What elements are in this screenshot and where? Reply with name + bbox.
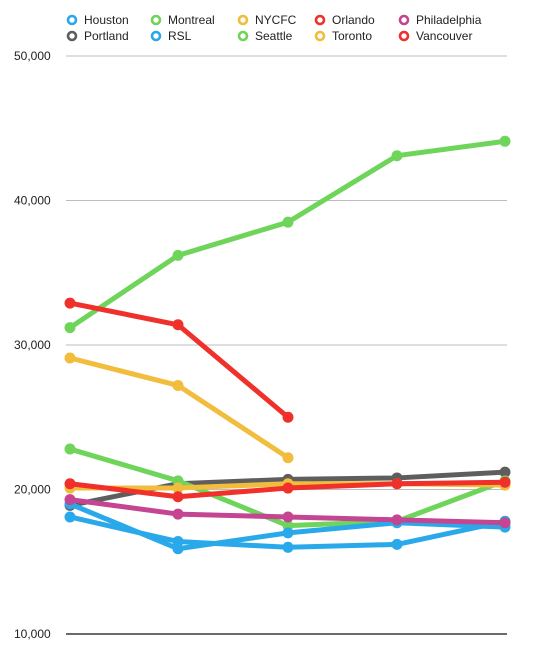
data-point-montreal-1: [64, 443, 76, 455]
legend-item-rsl: RSL: [150, 29, 192, 43]
legend-item-philadelphia: Philadelphia: [398, 13, 482, 27]
legend-item-seattle: Seattle: [237, 29, 293, 43]
data-point-houston-1: [64, 511, 76, 523]
y-tick-label-40000: 40,000: [14, 194, 51, 208]
legend-item-vancouver: Vancouver: [398, 29, 472, 43]
series-line-nycfc: [67, 355, 291, 461]
legend-marker-houston: [66, 14, 78, 26]
data-point-orlando-3: [282, 411, 294, 423]
data-point-vancouver-5: [499, 476, 511, 488]
data-point-portland-5: [499, 466, 511, 478]
data-point-philadelphia-4: [391, 514, 403, 526]
legend-label-nycfc: NYCFC: [255, 13, 297, 27]
legend-label-seattle: Seattle: [255, 29, 293, 43]
data-point-toronto-2: [172, 482, 184, 494]
series-lines: [64, 135, 511, 555]
data-point-rsl-2: [172, 543, 184, 555]
data-point-nycfc-1: [64, 352, 76, 364]
legend-label-philadelphia: Philadelphia: [416, 13, 482, 27]
data-point-philadelphia-3: [282, 511, 294, 523]
legend: Houston Portland Montreal RSL NYCFC Seattle Or…: [66, 13, 482, 43]
data-point-nycfc-2: [172, 379, 184, 391]
data-point-seattle-1: [64, 322, 76, 334]
y-tick-label-10000: 10,000: [14, 627, 51, 641]
legend-marker-philadelphia: [398, 14, 410, 26]
data-point-philadelphia-5: [499, 517, 511, 529]
data-point-seattle-4: [391, 150, 403, 162]
data-point-vancouver-4: [391, 478, 403, 490]
legend-marker-montreal: [150, 14, 162, 26]
legend-item-orlando: Orlando: [314, 13, 375, 27]
data-point-orlando-1: [64, 297, 76, 309]
data-point-orlando-2: [172, 319, 184, 331]
legend-item-houston: Houston: [66, 13, 129, 27]
legend-item-toronto: Toronto: [314, 29, 372, 43]
legend-marker-toronto: [314, 30, 326, 42]
data-point-vancouver-2: [172, 491, 184, 503]
legend-label-portland: Portland: [84, 29, 129, 43]
y-tick-label-50000: 50,000: [14, 49, 51, 63]
series-nycfc: [64, 352, 294, 464]
data-point-philadelphia-1: [64, 494, 76, 506]
legend-label-orlando: Orlando: [332, 13, 375, 27]
legend-marker-portland: [66, 30, 78, 42]
series-philadelphia: [64, 494, 511, 529]
legend-marker-nycfc: [237, 14, 249, 26]
series-seattle: [64, 135, 511, 334]
y-axis-tick-labels: 10,000 20,000 30,000 40,000 50,000: [14, 49, 51, 641]
legend-label-houston: Houston: [84, 13, 129, 27]
legend-marker-rsl: [150, 30, 162, 42]
series-orlando: [64, 297, 294, 423]
legend-item-portland: Portland: [66, 29, 129, 43]
legend-marker-seattle: [237, 30, 249, 42]
data-point-philadelphia-2: [172, 508, 184, 520]
data-point-nycfc-3: [282, 452, 294, 464]
series-line-seattle: [67, 138, 508, 331]
data-point-houston-4: [391, 538, 403, 550]
legend-label-rsl: RSL: [168, 29, 192, 43]
legend-label-vancouver: Vancouver: [416, 29, 472, 43]
data-point-vancouver-1: [64, 478, 76, 490]
data-point-seattle-2: [172, 249, 184, 261]
legend-label-montreal: Montreal: [168, 13, 215, 27]
legend-marker-vancouver: [398, 30, 410, 42]
data-point-seattle-3: [282, 216, 294, 228]
legend-marker-orlando: [314, 14, 326, 26]
data-point-rsl-3: [282, 527, 294, 539]
legend-label-toronto: Toronto: [332, 29, 372, 43]
legend-item-montreal: Montreal: [150, 13, 215, 27]
y-tick-label-30000: 30,000: [14, 338, 51, 352]
data-point-houston-3: [282, 541, 294, 553]
legend-item-nycfc: NYCFC: [237, 13, 297, 27]
data-point-vancouver-3: [282, 482, 294, 494]
data-point-seattle-5: [499, 135, 511, 147]
series-vancouver: [64, 476, 511, 503]
y-tick-label-20000: 20,000: [14, 483, 51, 497]
